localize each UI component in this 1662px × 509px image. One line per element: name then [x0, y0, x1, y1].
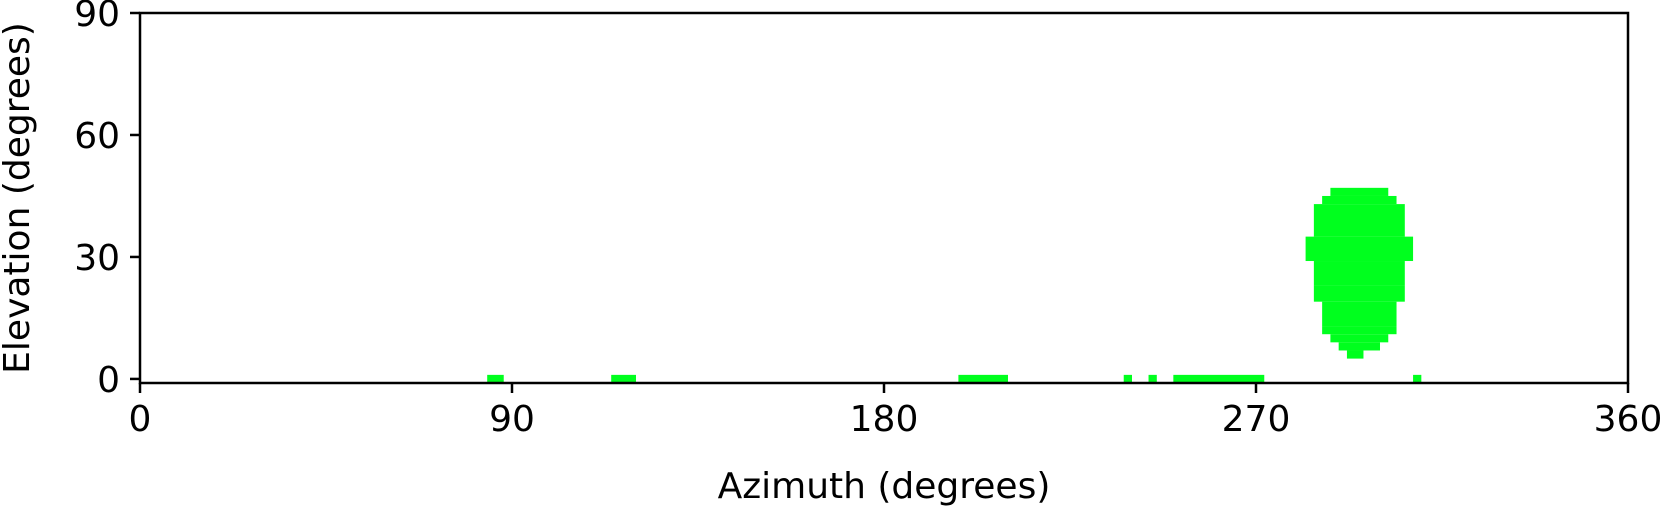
coverage-cell	[1313, 261, 1405, 286]
y-axis-label: Elevation (degrees)	[0, 22, 38, 374]
coverage-cell	[487, 374, 504, 383]
coverage-cell	[1346, 350, 1364, 359]
coverage-cell	[1330, 334, 1389, 343]
coverage-cell	[1330, 187, 1389, 196]
coverage-cells	[487, 187, 1422, 383]
x-tick-label: 0	[129, 399, 152, 440]
coverage-cell	[958, 374, 1008, 383]
coverage-cell	[1313, 285, 1405, 302]
coverage-cell	[1322, 301, 1397, 327]
coverage-cell	[1148, 374, 1157, 383]
x-tick-label: 360	[1594, 399, 1662, 440]
y-tick-label: 60	[74, 116, 120, 157]
y-tick-label: 30	[74, 238, 120, 279]
coverage-cell	[1322, 195, 1397, 205]
x-axis-ticks: 0 90 180 270 360	[129, 383, 1662, 440]
y-axis-ticks: 0 30 60 90	[74, 0, 140, 401]
x-tick-label: 270	[1222, 399, 1291, 440]
coverage-cell	[1305, 236, 1414, 262]
coverage-cell	[1338, 342, 1380, 351]
x-axis-label: Azimuth (degrees)	[718, 466, 1051, 507]
coverage-cell	[1322, 326, 1397, 335]
coverage-cell	[1123, 374, 1132, 383]
x-tick-label: 90	[489, 399, 535, 440]
coverage-cell	[611, 374, 636, 383]
plot-frame	[138, 11, 1630, 385]
coverage-cell	[1413, 374, 1422, 383]
y-tick-label: 90	[74, 0, 120, 35]
x-tick-label: 180	[850, 399, 919, 440]
coverage-cell	[1313, 204, 1405, 237]
coverage-cell	[1173, 374, 1265, 383]
y-tick-label: 0	[97, 360, 120, 401]
